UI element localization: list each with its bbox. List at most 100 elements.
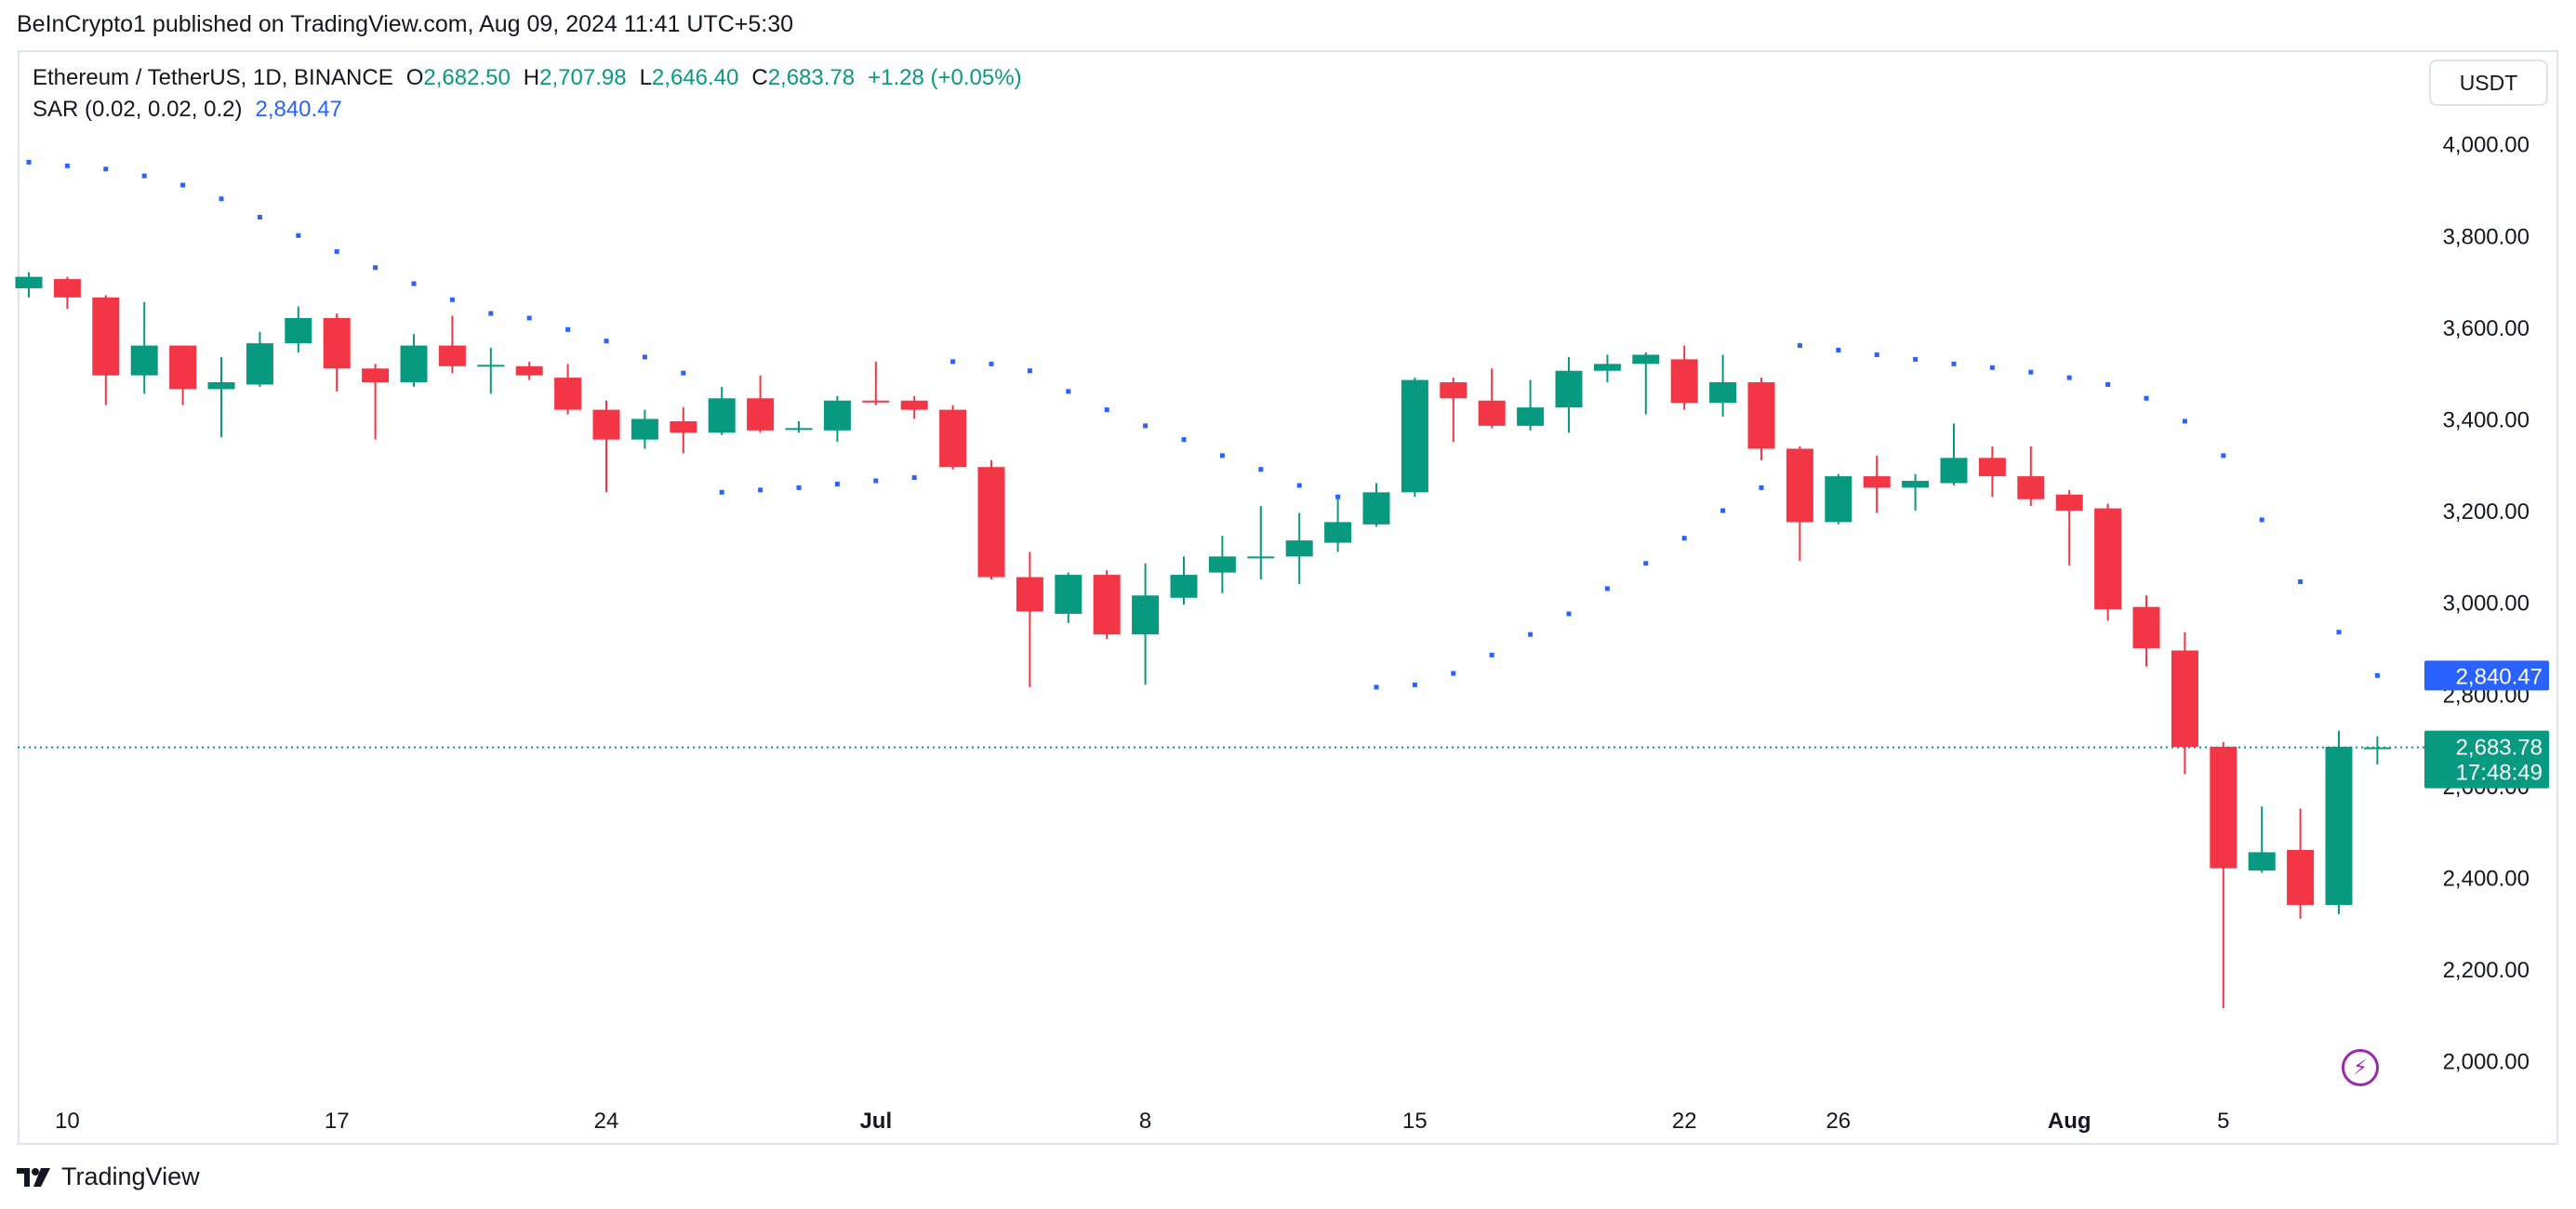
sar-legend[interactable]: SAR (0.02, 0.02, 0.2) 2,840.47 (33, 97, 342, 123)
candle-body (1132, 595, 1160, 635)
open-value: 2,682.50 (423, 65, 511, 90)
sar-dot (796, 485, 802, 490)
sar-dot (2028, 369, 2034, 375)
y-tick-label: 2,000.00 (2443, 1050, 2530, 1075)
candle-body (1440, 382, 1467, 399)
candle-body (285, 318, 312, 344)
sar-dot (1451, 671, 1456, 676)
sar-dot (1219, 453, 1225, 458)
currency-button[interactable]: USDT (2429, 60, 2548, 106)
candle-body (1247, 556, 1275, 559)
x-tick-label: 8 (1139, 1109, 1151, 1134)
lightning-icon[interactable]: ⚡ (2342, 1049, 2379, 1086)
symbol-label[interactable]: Ethereum / TetherUS, 1D, BINANCE (33, 65, 393, 90)
sar-dot (1874, 352, 1879, 357)
sar-dot (180, 182, 186, 188)
sar-dot (1143, 423, 1149, 429)
sar-dot (1374, 684, 1379, 690)
y-tick-label: 3,800.00 (2443, 224, 2530, 249)
candle-body (592, 409, 620, 440)
candle-body (1170, 575, 1198, 598)
countdown-text: 17:48:49 (2456, 761, 2543, 786)
candle-body (1978, 458, 2006, 477)
candle-body (631, 418, 658, 440)
change-value: +1.28 (+0.05%) (868, 65, 1022, 90)
sar-dot (2298, 578, 2304, 584)
sar-dot (2182, 418, 2187, 424)
sar-dot (2374, 672, 2380, 678)
candle-body (1478, 400, 1506, 426)
y-tick-label: 2,400.00 (2443, 866, 2530, 891)
sar-dot (681, 370, 686, 376)
sar-dot (1258, 467, 1264, 472)
candle-body (1902, 481, 1930, 488)
sar-dot (1681, 536, 1687, 541)
last-price-badge (2424, 730, 2549, 789)
y-tick-label: 4,000.00 (2443, 133, 2530, 158)
sar-dot (526, 315, 532, 321)
x-tick-label: 22 (1672, 1109, 1697, 1134)
y-tick-label: 3,600.00 (2443, 316, 2530, 341)
sar-dot (257, 215, 262, 220)
candle-body (1555, 370, 1583, 408)
candle-body (438, 345, 466, 366)
sar-dot (2066, 375, 2072, 380)
sar-dot (565, 326, 571, 332)
low-label: L (639, 65, 652, 90)
sar-dot (873, 478, 879, 484)
sar-dot (1296, 483, 1302, 488)
candle-body (1786, 448, 1813, 523)
sar-dot (1066, 389, 1071, 394)
candle-body (2248, 852, 2276, 871)
candle-body (1401, 379, 1428, 493)
candle-body (323, 318, 351, 369)
sar-dot (1412, 682, 1417, 687)
candle-body (400, 345, 428, 383)
candle-body (785, 428, 813, 431)
sar-dot (1989, 365, 1995, 370)
y-tick-label: 3,200.00 (2443, 499, 2530, 525)
sar-dot (449, 297, 455, 302)
candle-body (2287, 849, 2315, 906)
sar-dot (2221, 453, 2226, 458)
sar-price-badge-text: 2,840.47 (2456, 664, 2543, 689)
candle-body (977, 467, 1005, 578)
sar-dot (103, 166, 109, 172)
candle-body (15, 276, 43, 288)
tradingview-logo[interactable]: TradingView (17, 1162, 200, 1191)
candle-body (2210, 746, 2237, 869)
candle-body (2094, 508, 2122, 610)
candle-body (169, 345, 197, 390)
candle-body (1632, 354, 1660, 365)
high-value: 2,707.98 (539, 65, 627, 90)
sar-dot (64, 163, 70, 168)
open-label: O (405, 65, 424, 90)
sar-dot (911, 475, 917, 481)
publish-line: BeInCrypto1 published on TradingView.com… (17, 11, 794, 37)
candle-body (1709, 382, 1737, 404)
chart-frame (18, 50, 2558, 1145)
sar-dot (1759, 485, 1764, 490)
candle-body (1517, 407, 1545, 426)
sar-value: 2,840.47 (255, 97, 342, 122)
candle-body (670, 420, 697, 433)
candle-body (1055, 575, 1082, 614)
sar-dot (1181, 437, 1187, 443)
sar-dot (334, 249, 339, 255)
last-price-badge-text: 2,683.78 (2456, 736, 2543, 761)
candle-body (130, 345, 158, 376)
x-tick-label: 24 (594, 1109, 619, 1134)
candle-body (823, 400, 851, 431)
tradingview-logo-icon (17, 1167, 50, 1187)
x-tick-label: Jul (859, 1109, 892, 1134)
candle-body (2017, 476, 2045, 499)
x-tick-label: 10 (55, 1109, 80, 1134)
x-tick-label: 17 (325, 1109, 350, 1134)
x-tick-label: 26 (1826, 1109, 1851, 1134)
ohlc-legend: Ethereum / TetherUS, 1D, BINANCE O 2,682… (33, 65, 1022, 91)
candle-body (1362, 492, 1390, 525)
sar-dot (296, 232, 301, 238)
sar-dot (1643, 561, 1649, 566)
candle-body (2363, 747, 2391, 750)
